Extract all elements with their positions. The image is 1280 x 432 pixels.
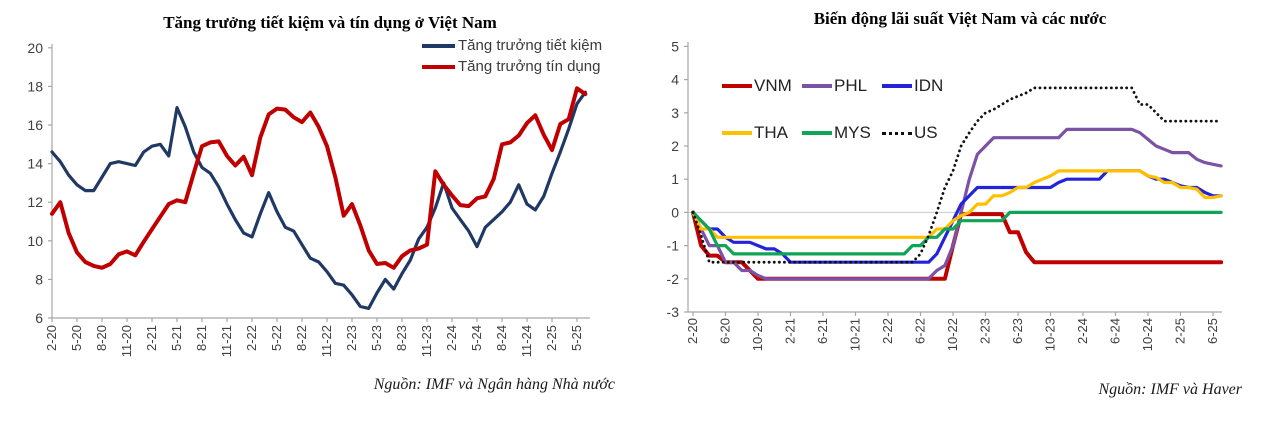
legend-item-phl: PHL xyxy=(802,76,882,96)
x-tick-label: 5-24 xyxy=(469,325,484,351)
x-tick-label: 10-20 xyxy=(750,318,765,351)
legend-swatch xyxy=(882,84,912,88)
x-tick-label: 10-23 xyxy=(1043,318,1058,351)
left-chart-source: Nguồn: IMF và Ngân hàng Nhà nước xyxy=(373,376,615,393)
tăng-trưởng-tín-dụng-line xyxy=(50,86,588,270)
x-tick-label: 6-25 xyxy=(1205,318,1220,344)
x-tick-label: 5-25 xyxy=(569,325,584,351)
legend-swatch xyxy=(422,43,455,48)
x-tick-label: 5-20 xyxy=(69,325,84,351)
x-tick-label: 8-20 xyxy=(94,325,109,351)
x-tick-label: 6-20 xyxy=(718,318,733,344)
x-tick-label: 11-21 xyxy=(219,325,234,357)
legend-swatch xyxy=(802,131,832,135)
y-tick-label: 0 xyxy=(671,204,679,220)
x-tick-label: 10-21 xyxy=(848,318,863,351)
y-tick-label: 10 xyxy=(27,233,43,249)
y-tick-label: 6 xyxy=(35,310,43,326)
y-tick-label: 4 xyxy=(671,72,679,88)
legend-swatch xyxy=(422,64,455,69)
x-tick-label: 2-20 xyxy=(685,318,700,344)
y-tick-label: 8 xyxy=(35,271,43,287)
legend-label: Tăng trưởng tiết kiệm xyxy=(458,37,603,54)
x-tick-label: 2-20 xyxy=(44,325,59,351)
y-tick-label: 16 xyxy=(27,117,43,133)
x-tick-label: 6-22 xyxy=(913,318,928,344)
legend-row: THA MYS US xyxy=(722,123,962,143)
x-tick-label: 2-21 xyxy=(783,318,798,344)
right-chart-source: Nguồn: IMF và Haver xyxy=(1098,381,1242,398)
legend-item-tha: THA xyxy=(722,123,802,143)
legend-label: US xyxy=(914,123,938,142)
legend-label: Tăng trưởng tín dụng xyxy=(458,58,601,75)
y-tick-label: 18 xyxy=(27,78,43,94)
x-tick-label: 8-23 xyxy=(394,325,409,351)
mys-line xyxy=(691,210,1223,256)
legend-swatch xyxy=(722,84,752,88)
x-tick-label: 8-24 xyxy=(494,325,509,351)
tha-line xyxy=(691,169,1223,239)
legend-label: THA xyxy=(754,123,788,142)
phl-line xyxy=(691,127,1223,281)
x-tick-label: 11-20 xyxy=(119,325,134,357)
x-tick-label: 2-25 xyxy=(1173,318,1188,344)
x-tick-label: 6-23 xyxy=(1010,318,1025,344)
y-tick-label: 2 xyxy=(671,138,679,154)
x-tick-label: 10-24 xyxy=(1140,318,1155,351)
legend-item-tăng-trưởng-tiết-kiệm: Tăng trưởng tiết kiệm xyxy=(422,35,602,56)
y-tick-label: 3 xyxy=(671,105,679,121)
legend-item-us: US xyxy=(882,123,962,143)
legend-label: MYS xyxy=(834,123,871,142)
legend-item-vnm: VNM xyxy=(722,76,802,96)
left-chart-legend: Tăng trưởng tiết kiệm Tăng trưởng tín dụn… xyxy=(422,35,602,77)
x-tick-label: 6-21 xyxy=(815,318,830,344)
x-tick-label: 5-21 xyxy=(169,325,184,351)
y-tick-label: 1 xyxy=(671,171,679,187)
legend-row: Tăng trưởng tín dụng xyxy=(422,56,602,77)
x-tick-label: 11-23 xyxy=(419,325,434,357)
y-tick-label: -2 xyxy=(667,271,680,287)
legend-item-mys: MYS xyxy=(802,123,882,143)
x-tick-label: 8-21 xyxy=(194,325,209,351)
tăng-trưởng-tiết-kiệm-line xyxy=(50,90,587,310)
left-chart-title: Tăng trưởng tiết kiệm và tín dụng ở Việt… xyxy=(163,13,497,32)
legend-swatch xyxy=(802,84,832,88)
x-tick-label: 2-22 xyxy=(880,318,895,344)
savings-credit-chart-plot: 20 18 16 14 12 10 8 62-20 5-20 8-20 11-20 2-21 5-21 8… xyxy=(27,40,590,357)
legend-swatch xyxy=(722,131,752,135)
x-tick-label: 5-22 xyxy=(269,325,284,351)
y-tick-label: 12 xyxy=(27,194,43,210)
x-tick-label: 2-25 xyxy=(544,325,559,351)
x-tick-label: 5-23 xyxy=(369,325,384,351)
x-tick-label: 11-22 xyxy=(319,325,334,357)
x-tick-label: 2-22 xyxy=(244,325,259,351)
legend-row: Tăng trưởng tiết kiệm xyxy=(422,35,602,56)
x-tick-label: 2-23 xyxy=(344,325,359,351)
x-tick-label: 10-22 xyxy=(945,318,960,351)
legend-label: PHL xyxy=(834,76,868,95)
legend-item-tăng-trưởng-tín-dụng: Tăng trưởng tín dụng xyxy=(422,56,602,77)
y-tick-label: -3 xyxy=(667,304,680,320)
legend-row: VNM PHL IDN xyxy=(722,76,962,96)
x-tick-label: 6-24 xyxy=(1108,318,1123,344)
x-tick-label: 2-24 xyxy=(444,325,459,351)
y-tick-label: 5 xyxy=(671,38,679,54)
policy-rate-chart-plot: 5 4 3 2 1 0 -1 -2 -3 2-20 6-20 10-20 2-21 6-21 10-21 2-… xyxy=(667,38,1224,351)
y-tick-label: 20 xyxy=(27,40,43,56)
x-tick-label: 2-21 xyxy=(144,325,159,351)
right-chart-legend: VNM PHL IDN THA MYS US xyxy=(722,76,962,170)
legend-item-idn: IDN xyxy=(882,76,962,96)
x-tick-label: 11-24 xyxy=(519,325,534,357)
x-tick-label: 8-22 xyxy=(294,325,309,351)
y-tick-label: 14 xyxy=(27,156,43,172)
x-tick-label: 2-23 xyxy=(978,318,993,344)
right-chart-title: Biến động lãi suất Việt Nam và các nước xyxy=(813,9,1107,28)
legend-label: IDN xyxy=(914,76,944,95)
y-tick-label: -1 xyxy=(667,238,680,254)
legend-swatch xyxy=(882,131,912,135)
x-tick-label: 2-24 xyxy=(1075,318,1090,344)
legend-label: VNM xyxy=(754,76,792,95)
